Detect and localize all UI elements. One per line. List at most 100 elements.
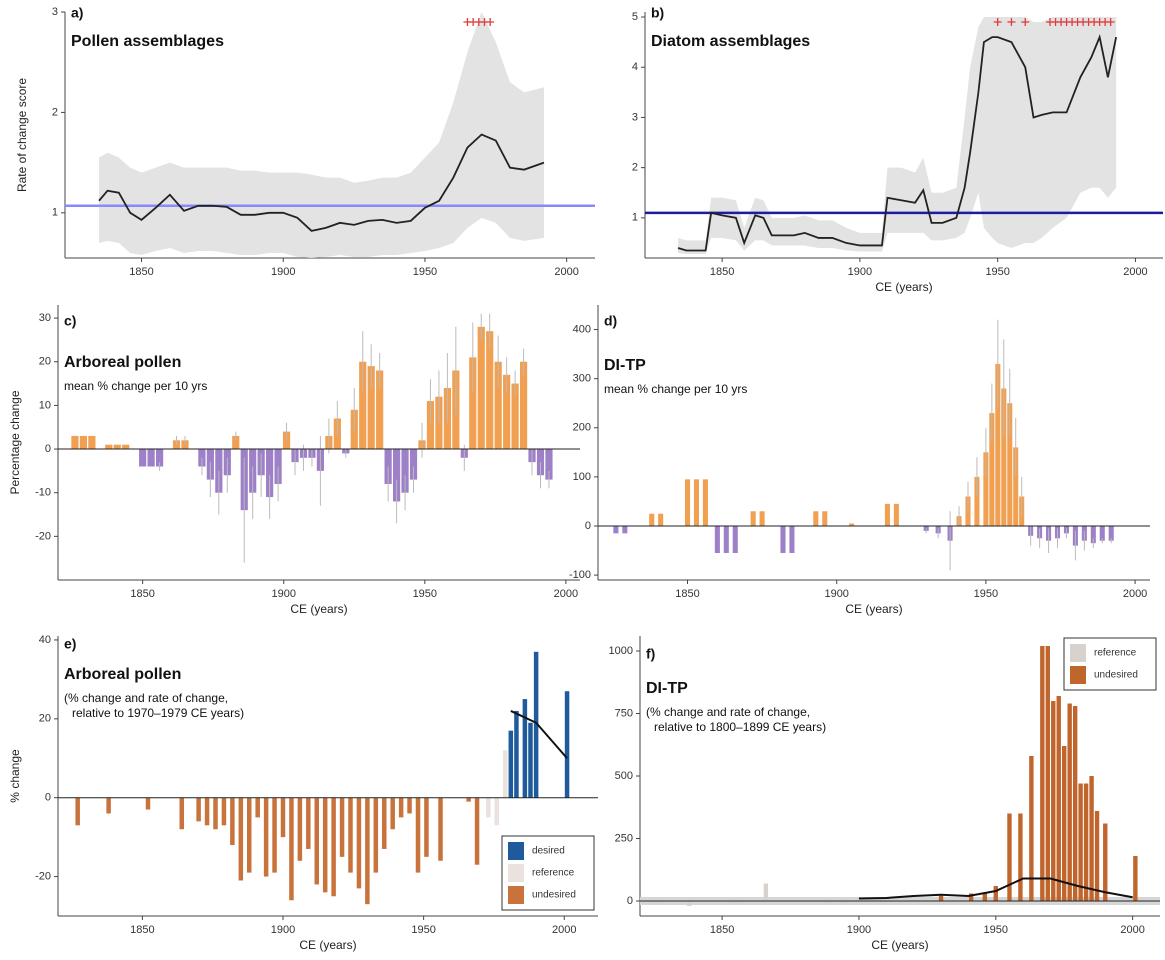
x-tick-label: 2000 [1123, 266, 1147, 278]
bar [139, 449, 147, 467]
bar [367, 366, 375, 450]
y-tick-label: 2 [52, 106, 58, 118]
bar [1007, 813, 1012, 901]
bar [840, 901, 845, 904]
significance-marker [1106, 18, 1115, 26]
bar [508, 730, 514, 798]
y-tick-label: 0 [45, 792, 51, 804]
bar [213, 797, 218, 830]
bar [519, 361, 528, 450]
bar [780, 525, 786, 553]
legend-label: undesired [1094, 670, 1138, 681]
y-tick-label: 0 [45, 443, 51, 455]
x-tick-label: 1850 [675, 588, 699, 600]
bar [424, 797, 429, 857]
bar [232, 435, 240, 450]
bar [272, 797, 277, 873]
bar [1013, 447, 1019, 526]
bar [1051, 701, 1056, 901]
bar [398, 797, 404, 818]
trend-line [858, 877, 1133, 900]
bar [1103, 823, 1108, 901]
bar [702, 479, 708, 526]
significance-marker [993, 18, 1002, 26]
trend-line [677, 34, 1118, 252]
bar [409, 449, 418, 480]
x-tick-label: 1950 [985, 266, 1009, 278]
bar [266, 449, 274, 498]
bar [71, 435, 79, 450]
bar [1067, 703, 1072, 901]
y-axis-label: % change [8, 749, 22, 803]
bar [649, 513, 655, 526]
bar [221, 797, 227, 826]
bar [511, 383, 519, 450]
bar [106, 797, 111, 814]
x-tick-label: 1950 [411, 924, 435, 936]
bar [339, 797, 345, 857]
y-tick-label: 300 [573, 373, 591, 385]
x-tick-label: 1900 [271, 588, 295, 600]
panel-subtitle: relative to 1970–1979 CE years) [72, 706, 244, 720]
bar [297, 797, 303, 861]
bar [893, 503, 899, 526]
significance-marker [486, 18, 495, 26]
y-tick-label: 250 [615, 832, 633, 844]
bar [528, 722, 533, 798]
bar [155, 449, 164, 467]
panel-subtitle: (% change and rate of change, [64, 691, 228, 705]
bar [503, 374, 511, 450]
bar [179, 797, 184, 830]
bar [373, 797, 379, 873]
bar [382, 797, 387, 849]
legend-swatch [508, 842, 524, 860]
bar [289, 797, 294, 901]
y-tick-label: 5 [632, 11, 638, 23]
panel-subtitle: (% change and rate of change, [646, 705, 810, 719]
x-tick-label: 1900 [271, 924, 295, 936]
bar [438, 797, 443, 861]
x-tick-label: 1850 [130, 924, 154, 936]
y-tick-label: 100 [573, 471, 591, 483]
panel-label: c) [64, 313, 76, 329]
x-tick-label: 2000 [554, 266, 578, 278]
legend-swatch [508, 864, 524, 882]
bar [145, 797, 151, 810]
bar [813, 511, 819, 526]
y-tick-label: -100 [569, 569, 591, 581]
bar [884, 503, 890, 526]
bar [1083, 783, 1089, 901]
bar [494, 797, 499, 826]
bar [122, 444, 130, 450]
x-tick-label: 1850 [130, 588, 154, 600]
bar [466, 797, 471, 802]
bar [545, 449, 553, 480]
bar [733, 901, 738, 904]
significance-marker [1021, 18, 1030, 26]
x-axis-label: CE (years) [845, 602, 902, 616]
bar [1040, 646, 1045, 901]
bar [989, 413, 995, 526]
bar [1007, 403, 1013, 526]
x-tick-label: 1950 [413, 588, 437, 600]
bar [613, 525, 619, 534]
bar [486, 331, 494, 450]
bar [255, 797, 260, 818]
bar [204, 797, 210, 826]
y-tick-label: 3 [52, 6, 58, 18]
panel-title: Arboreal pollen [64, 354, 181, 371]
y-tick-label: -20 [35, 870, 51, 882]
x-tick-label: 1850 [710, 266, 734, 278]
y-tick-label: 1 [52, 207, 58, 219]
legend-label: desired [532, 846, 565, 857]
bar [314, 797, 319, 885]
y-tick-label: 500 [615, 770, 633, 782]
legend-swatch [508, 886, 524, 904]
bar [1078, 783, 1083, 901]
trend-line [98, 133, 545, 232]
bar [1072, 706, 1078, 901]
bar [1108, 525, 1114, 541]
bar [533, 651, 539, 798]
confidence-band [99, 12, 544, 258]
